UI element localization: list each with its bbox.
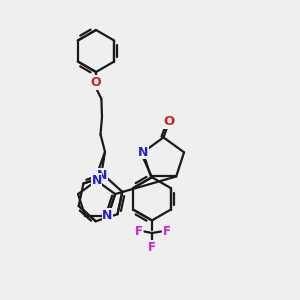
- Text: F: F: [148, 241, 156, 254]
- Text: N: N: [102, 209, 112, 222]
- Text: F: F: [163, 225, 171, 238]
- Text: O: O: [91, 76, 101, 89]
- Text: O: O: [164, 116, 175, 128]
- Text: F: F: [134, 225, 142, 238]
- Text: N: N: [92, 174, 102, 187]
- Text: N: N: [97, 169, 107, 182]
- Text: N: N: [138, 146, 148, 159]
